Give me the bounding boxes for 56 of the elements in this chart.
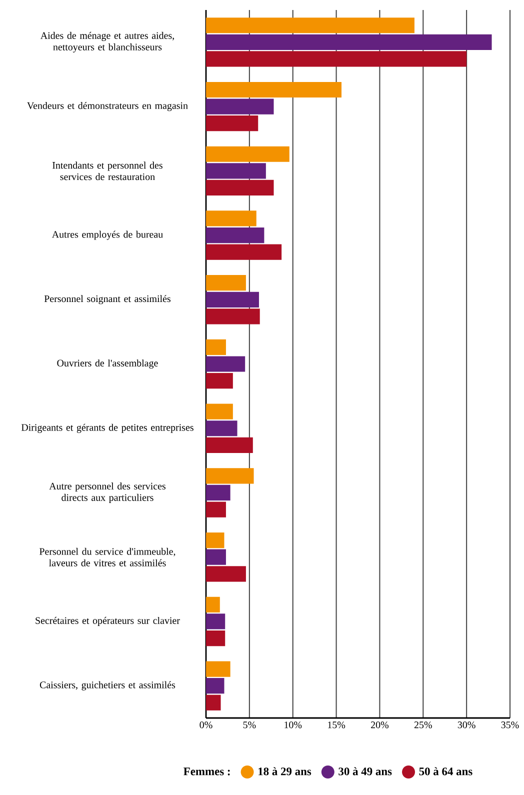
bar <box>206 678 224 694</box>
bar <box>206 437 253 453</box>
bar <box>206 420 238 436</box>
bar <box>206 566 246 582</box>
bar <box>206 51 467 67</box>
bar <box>206 180 274 196</box>
y-tick-label: Caissiers, guichetiers et assimilés <box>40 681 176 690</box>
bar <box>206 244 282 260</box>
bar <box>206 404 233 420</box>
bar <box>206 614 226 630</box>
bar <box>206 468 254 484</box>
bar <box>206 163 266 179</box>
bar <box>206 502 226 518</box>
y-tick-label: Autre personnel des services directs aux particuliers <box>49 482 166 503</box>
x-tick-label: 30% <box>458 722 476 728</box>
bar <box>206 82 342 98</box>
legend-label: 18 à 29 ans <box>258 767 312 776</box>
y-tick-label: Ouvriers de l'assemblage <box>57 359 158 369</box>
y-tick-label: Vendeurs et démonstrateurs en magasin <box>27 102 188 112</box>
bar <box>206 308 260 324</box>
y-tick-label: Autres employés de bureau <box>52 230 163 240</box>
y-tick-label: Personnel du service d'immeuble, laveurs de vitres et assimilés <box>39 548 176 566</box>
legend-label: 50 à 64 ans <box>419 767 472 776</box>
bar <box>206 596 220 612</box>
bar <box>206 549 226 565</box>
legend-title: Femmes : <box>184 768 230 776</box>
y-tick-label: Intendants et personnel des services de restauration <box>52 162 162 180</box>
bar <box>206 116 258 132</box>
y-tick-label: Personnel soignant et assimilés <box>44 295 170 304</box>
bar <box>206 227 264 244</box>
bar <box>206 275 246 291</box>
x-tick-label: 10% <box>284 722 302 728</box>
bar <box>206 18 414 34</box>
x-tick-label: 20% <box>371 722 389 728</box>
bar <box>206 373 233 389</box>
bar <box>206 661 230 677</box>
bar <box>206 146 290 162</box>
x-tick-label: 0% <box>200 722 212 728</box>
bar <box>206 484 230 501</box>
x-tick-label: 15% <box>328 722 346 728</box>
bar <box>206 98 274 114</box>
bar <box>206 292 259 308</box>
bar <box>206 34 492 50</box>
bar <box>206 630 226 646</box>
y-tick-label: Secrétaires et opérateurs sur clavier <box>36 616 180 626</box>
bar <box>206 356 246 372</box>
bar <box>206 532 224 548</box>
bar <box>206 694 221 710</box>
x-tick-label: 5% <box>243 722 256 728</box>
bar <box>206 210 256 226</box>
y-tick-label: Dirigeants et gérants de petites entreprises <box>21 424 194 433</box>
legend-label: 30 à 49 ans <box>338 767 392 776</box>
bar <box>206 339 226 356</box>
x-tick-label: 35% <box>501 722 519 728</box>
x-tick-label: 25% <box>414 722 432 728</box>
y-tick-label: Aides de ménage et autres aides, nettoyeurs et blanchisseurs <box>40 32 174 52</box>
